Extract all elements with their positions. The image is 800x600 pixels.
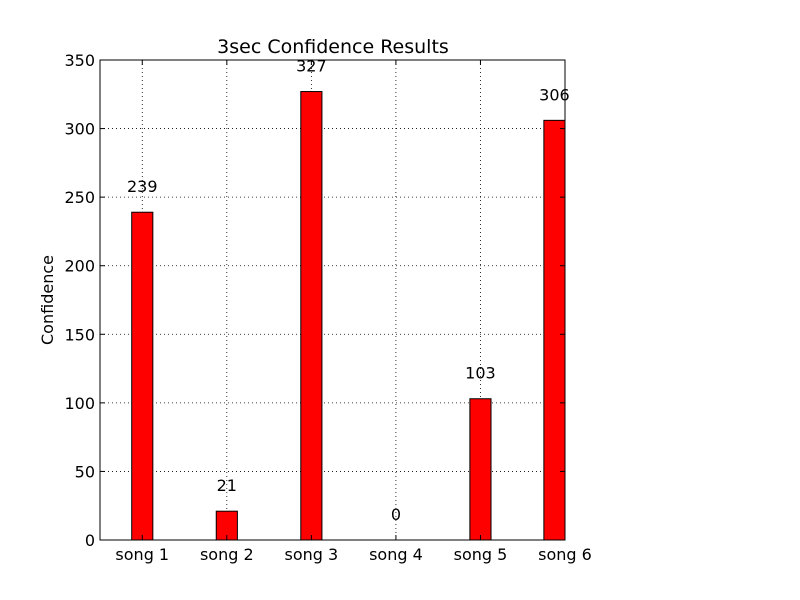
x-tick-label: song 3 (285, 545, 339, 564)
bar (469, 398, 492, 541)
y-tick-label: 150 (64, 325, 95, 344)
bar-value-label: 103 (465, 364, 496, 383)
bar-value-label: 21 (217, 476, 237, 495)
y-tick-label: 100 (64, 394, 95, 413)
data-labels-layer: 239 21 327 0 103 306 (127, 57, 570, 524)
x-tick-label: song 4 (369, 545, 423, 564)
y-tick-label: 50 (75, 462, 95, 481)
y-tick-label: 200 (64, 257, 95, 276)
ticks-layer: 0 50 100 150 200 250 300 350 song 1 song 2 song 3 s… (64, 51, 591, 564)
chart-title: 3sec Confidence Results (217, 36, 449, 58)
y-tick-label: 250 (64, 188, 95, 207)
grid-layer (100, 60, 566, 540)
bar-value-label: 306 (539, 85, 570, 104)
y-tick-label: 350 (64, 51, 95, 70)
bars-layer (131, 91, 566, 541)
y-tick-label: 300 (64, 120, 95, 139)
bar-value-label: 239 (127, 177, 158, 196)
y-tick-label: 0 (85, 531, 95, 550)
bar-value-label: 0 (391, 505, 401, 524)
bar (300, 91, 323, 541)
x-tick-label: song 6 (538, 545, 592, 564)
bar (543, 119, 566, 541)
y-axis-label: Confidence (38, 255, 57, 345)
x-tick-label: song 2 (200, 545, 254, 564)
bar-value-label: 327 (296, 57, 327, 76)
plot-frame (99, 59, 566, 541)
x-tick-label: song 1 (115, 545, 169, 564)
bar (131, 211, 154, 541)
x-tick-label: song 5 (454, 545, 508, 564)
